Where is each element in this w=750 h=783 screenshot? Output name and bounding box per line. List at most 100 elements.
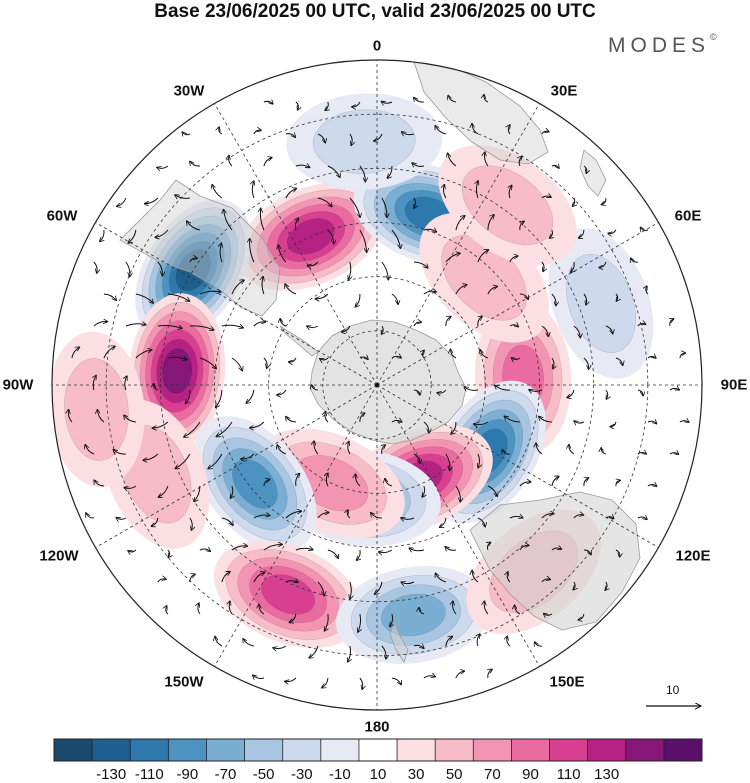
wind-streamline <box>505 416 520 423</box>
africa-land <box>413 61 549 165</box>
wind-streamline <box>352 101 361 107</box>
wind-streamline <box>474 421 489 425</box>
wind-streamline <box>472 124 479 135</box>
wind-streamline <box>253 572 265 583</box>
wind-streamline <box>480 350 489 359</box>
wind-streamline <box>509 516 523 518</box>
wind-streamline <box>262 277 264 295</box>
wind-streamline <box>231 546 247 551</box>
wind-streamline <box>221 572 230 583</box>
wind-streamline <box>535 642 542 646</box>
meridian-line <box>376 384 540 667</box>
colorbar-tick-label: 130 <box>594 766 620 783</box>
meridian-line <box>214 103 378 386</box>
lon-label-90e: 90E <box>720 376 748 394</box>
wind-streamline <box>437 389 447 393</box>
wind-streamline <box>569 445 575 455</box>
colorbar-tick-label: -130 <box>96 766 127 783</box>
lon-label-30w: 30W <box>173 82 205 100</box>
wind-streamline <box>68 410 73 423</box>
wind-streamline <box>455 671 464 679</box>
wind-streamline <box>285 677 297 682</box>
wind-streamline <box>599 261 607 268</box>
wind-streamline <box>605 517 614 519</box>
wind-streamline <box>199 291 221 295</box>
wind-streamline <box>608 229 617 234</box>
wind-streamline <box>194 485 201 501</box>
wind-streamline <box>583 165 587 173</box>
wind-streamline <box>670 319 674 327</box>
wind-streamline <box>342 325 351 332</box>
wind-streamline <box>445 453 450 470</box>
wind-streamline <box>199 549 210 551</box>
south-pole-marker <box>375 383 379 387</box>
wind-streamline <box>153 421 169 428</box>
wind-streamline <box>539 417 552 423</box>
colorbar-tick-label: -50 <box>252 766 275 783</box>
wind-streamline <box>124 415 136 423</box>
colorbar-tick-label: 110 <box>556 766 581 783</box>
wind-streamline <box>325 101 328 110</box>
wind-streamline <box>605 389 608 399</box>
colorbar-swatch <box>358 739 398 761</box>
wind-streamline <box>445 547 457 550</box>
wind-streamline <box>124 485 137 488</box>
wind-streamline <box>610 421 617 427</box>
brand-registered-mark: © <box>710 32 717 42</box>
wind-streamline <box>573 581 575 590</box>
wind-streamline <box>103 346 115 359</box>
wind-streamline <box>103 293 116 300</box>
wind-streamline <box>455 485 461 502</box>
wind-streamline <box>391 420 402 422</box>
wind-streamline <box>190 162 200 167</box>
wind-streamline <box>168 549 170 557</box>
colorbar-swatch <box>473 739 512 761</box>
wind-streamline <box>631 258 638 262</box>
wind-streamline <box>314 441 319 455</box>
wind-streamline <box>157 261 162 275</box>
wind-streamline <box>382 445 385 455</box>
wind-streamline <box>327 229 334 244</box>
colorbar-frame <box>53 738 703 762</box>
wind-streamline <box>445 317 451 327</box>
wind-streamline <box>117 197 127 206</box>
colorbar-tick-label: -10 <box>329 766 351 783</box>
colorbar-tick-label: -70 <box>214 766 237 783</box>
wind-streamline <box>507 572 511 583</box>
wind-streamline <box>359 229 367 252</box>
wind-streamline <box>541 579 550 583</box>
wind-streamline <box>423 229 436 232</box>
graticule <box>52 60 702 710</box>
wind-streamline <box>154 384 159 391</box>
colorbar-tick-label: 30 <box>407 766 425 783</box>
lon-label-0: 0 <box>372 37 382 55</box>
wind-streamline <box>295 101 298 110</box>
wind-streamline <box>295 218 298 231</box>
wind-streamline <box>509 325 518 327</box>
wind-streamline <box>541 514 554 519</box>
wind-streamline <box>217 421 233 436</box>
wind-streamline <box>263 101 273 103</box>
wind-streamline <box>166 606 169 615</box>
reference-vector-label: 10 <box>666 683 680 697</box>
wind-streamline <box>157 325 182 328</box>
anomaly-cell <box>548 228 654 379</box>
wind-streamline <box>647 356 656 358</box>
wind-streamline <box>544 614 553 616</box>
wind-streamline <box>316 293 329 299</box>
wind-streamline <box>448 153 457 167</box>
wind-streamline <box>402 132 415 135</box>
wind-streamline <box>114 450 126 455</box>
wind-streamline <box>229 156 233 167</box>
wind-streamline <box>216 389 223 407</box>
wind-streamline <box>125 324 146 326</box>
colorbar-swatch <box>663 739 703 761</box>
map-title: Base 23/06/2025 00 UTC, valid 23/06/2025… <box>154 1 596 22</box>
wind-streamline <box>484 152 489 167</box>
colorbar-swatch <box>130 739 169 761</box>
wind-streamline <box>573 515 583 519</box>
wind-streamline <box>551 293 556 305</box>
wind-streamline <box>135 293 153 303</box>
colorbar-swatch <box>244 739 284 761</box>
wind-streamline <box>189 325 214 330</box>
